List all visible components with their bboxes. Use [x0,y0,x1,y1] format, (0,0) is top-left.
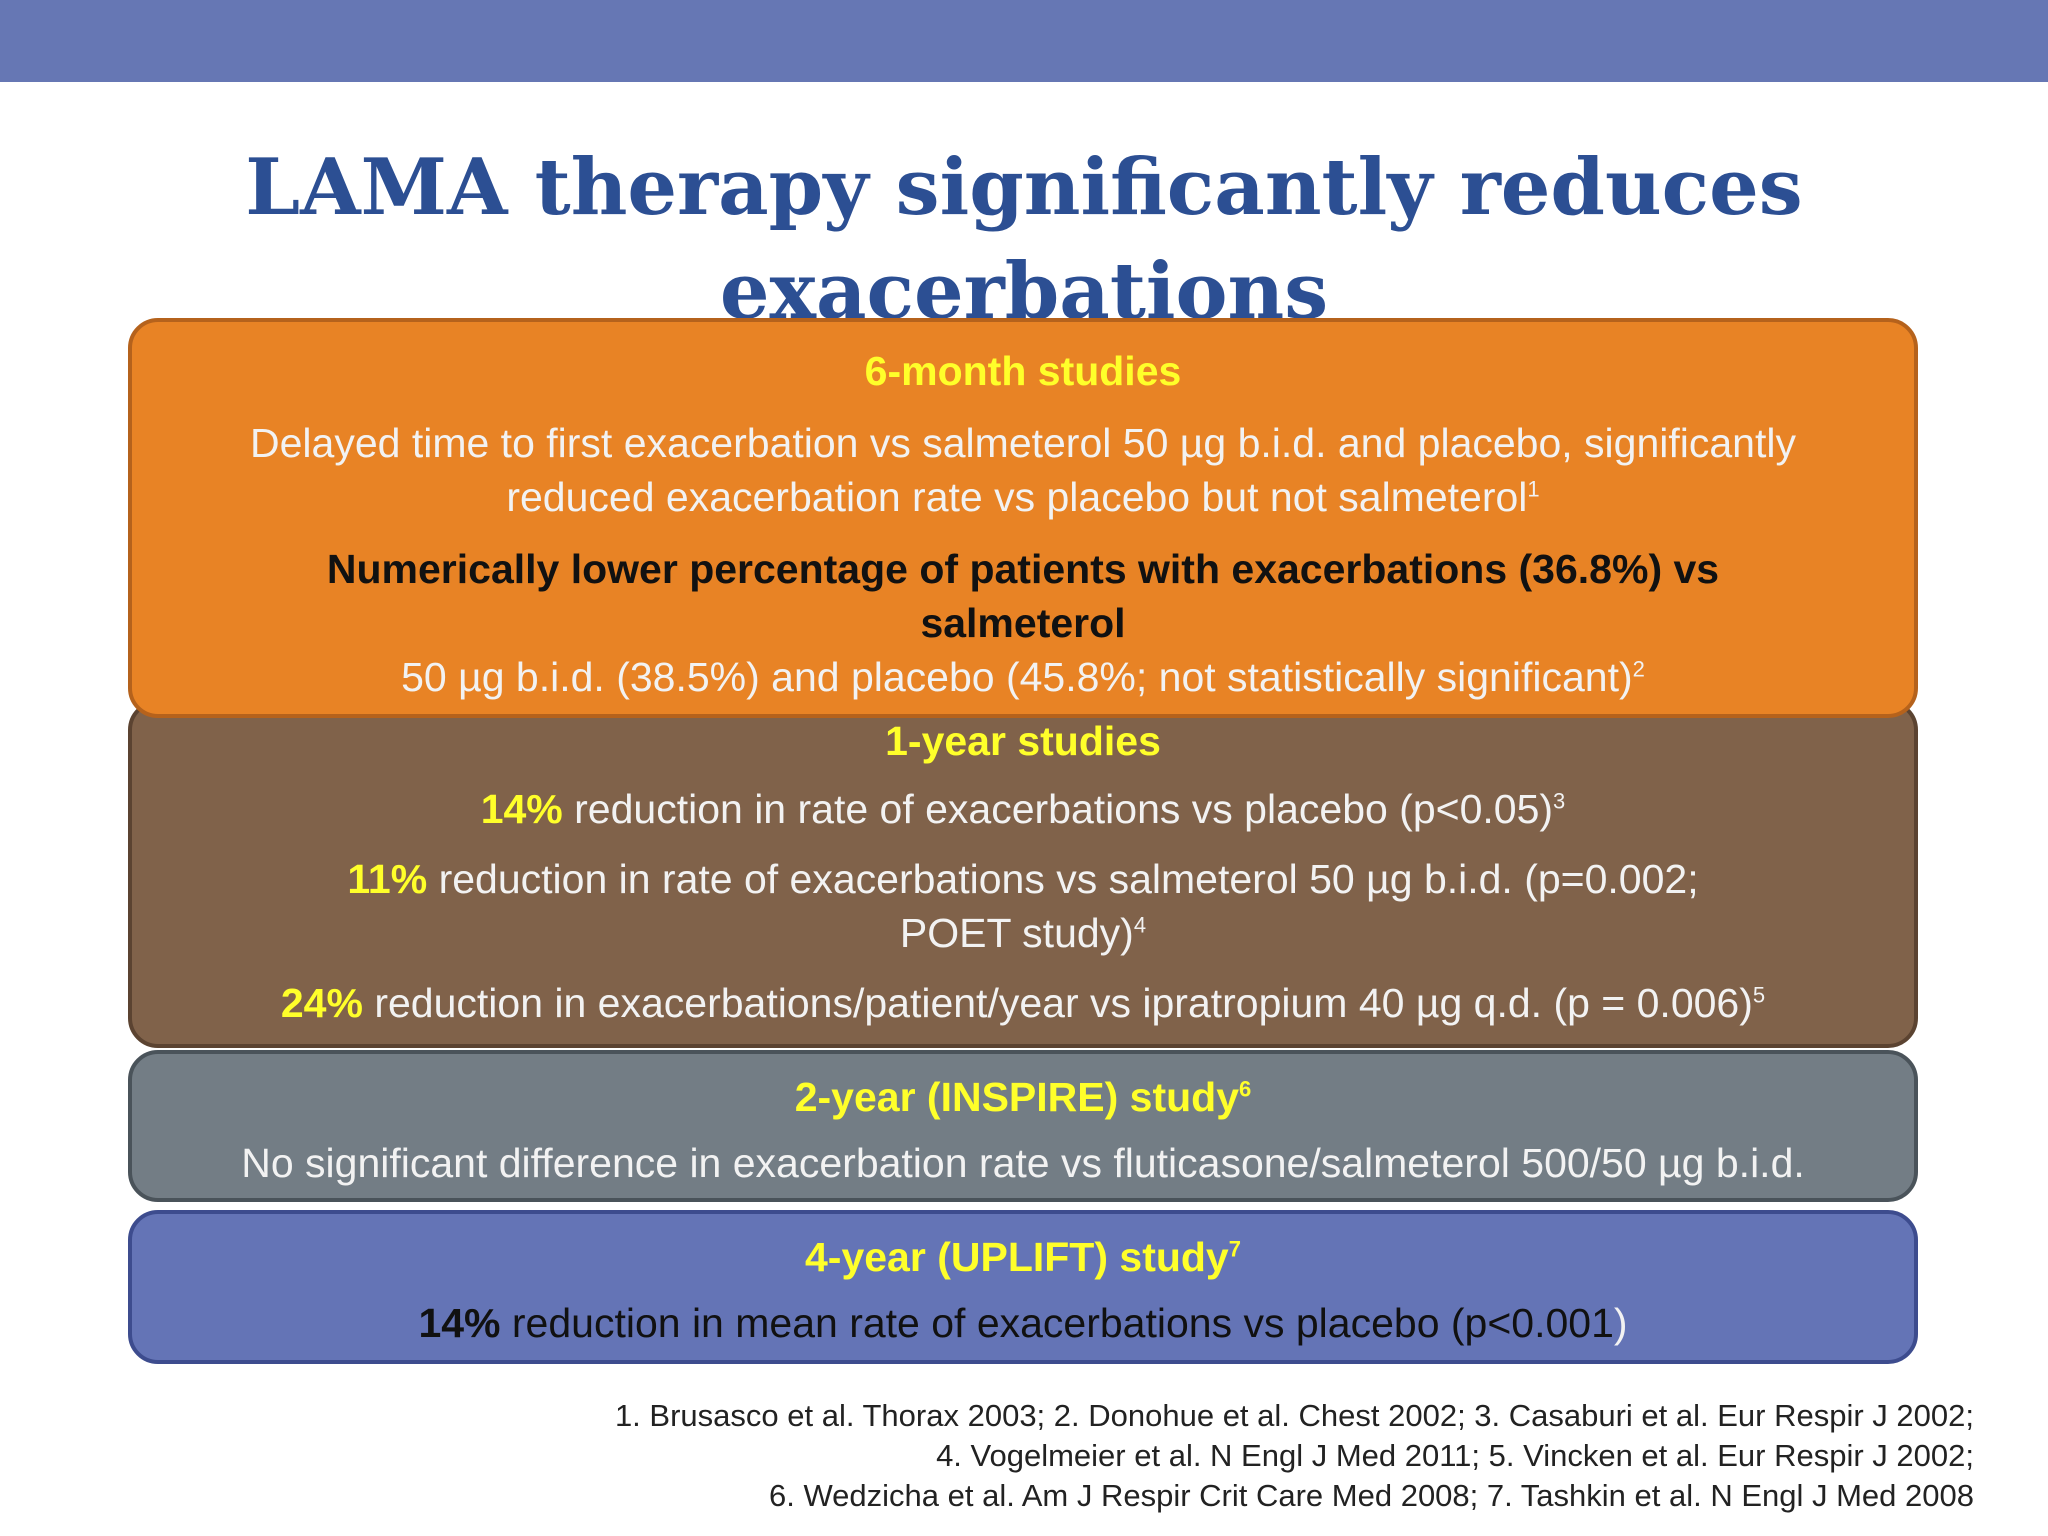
reference-line-3: 6. Wedzicha et al. Am J Respir Crit Care… [769,1478,1974,1513]
one-year-finding-1-text: reduction in rate of exacerbations vs pl… [562,786,1554,832]
reference-line-2: 4. Vogelmeier et al. N Engl J Med 2011; … [936,1438,1974,1473]
two-year-header: 2-year (INSPIRE) study6 [132,1072,1914,1122]
one-year-header: 1-year studies [885,718,1161,764]
six-month-finding-2-line-2: salmeterol [920,600,1126,646]
one-year-finding-1-pct: 14% [480,786,563,832]
slide-title: LAMA therapy significantly reduces exace… [0,136,2048,344]
reference-marker-7: 7 [1228,1236,1241,1262]
four-year-uplift-box: 4-year (UPLIFT) study7 14% reduction in … [128,1210,1918,1364]
six-month-header: 6-month studies [864,348,1182,394]
reference-marker-5: 5 [1752,982,1766,1008]
four-year-header-text: 4-year (UPLIFT) study [805,1234,1229,1280]
reference-marker-3: 3 [1553,788,1566,814]
reference-marker-2: 2 [1632,656,1645,682]
six-month-finding-2-line-1: Numerically lower percentage of patients… [326,546,1720,592]
six-month-finding-3-text: 50 µg b.i.d. (38.5%) and placebo (45.8%;… [401,654,1633,700]
one-year-finding-3: 24% reduction in exacerbations/patient/y… [132,976,1914,1030]
one-year-finding-3-pct: 24% [280,980,363,1026]
one-year-finding-2-pct: 11% [347,856,428,902]
four-year-finding: 14% reduction in mean rate of exacerbati… [132,1296,1914,1350]
four-year-finding-text: reduction in mean rate of exacerbations … [500,1300,1614,1346]
six-month-finding-3: 50 µg b.i.d. (38.5%) and placebo (45.8%;… [132,650,1914,704]
reference-marker-4: 4 [1133,912,1147,938]
reference-marker-1: 1 [1527,476,1540,502]
one-year-finding-3-text: reduction in exacerbations/patient/year … [362,980,1753,1026]
six-month-finding-1-line-2: reduced exacerbation rate vs placebo but… [506,474,1528,520]
six-month-studies-box: 6-month studies Delayed time to first ex… [128,318,1918,718]
four-year-finding-pct: 14% [418,1300,501,1346]
references: 1. Brusasco et al. Thorax 2003; 2. Donoh… [374,1396,1974,1516]
six-month-finding-2: Numerically lower percentage of patients… [132,542,1914,650]
two-year-inspire-box: 2-year (INSPIRE) study6 No significant d… [128,1050,1918,1202]
one-year-studies-box: 1-year studies 14% reduction in rate of … [128,700,1918,1048]
one-year-finding-2: 11% reduction in rate of exacerbations v… [132,852,1914,960]
header-bar [0,0,2048,82]
one-year-finding-1: 14% reduction in rate of exacerbations v… [132,782,1914,836]
reference-marker-6: 6 [1239,1076,1252,1102]
six-month-finding-1: Delayed time to first exacerbation vs sa… [132,416,1914,524]
reference-line-1: 1. Brusasco et al. Thorax 2003; 2. Donoh… [614,1398,1974,1433]
two-year-header-text: 2-year (INSPIRE) study [794,1074,1240,1120]
one-year-finding-2-text-2: POET study) [899,910,1134,956]
four-year-header: 4-year (UPLIFT) study7 [132,1232,1914,1282]
one-year-finding-2-text: reduction in rate of exacerbations vs sa… [427,856,1699,902]
six-month-finding-1-line-1: Delayed time to first exacerbation vs sa… [250,420,1796,466]
four-year-finding-paren: ) [1613,1300,1628,1346]
two-year-finding: No significant difference in exacerbatio… [241,1140,1805,1186]
title-line-1: LAMA therapy significantly reduces [245,142,1803,233]
